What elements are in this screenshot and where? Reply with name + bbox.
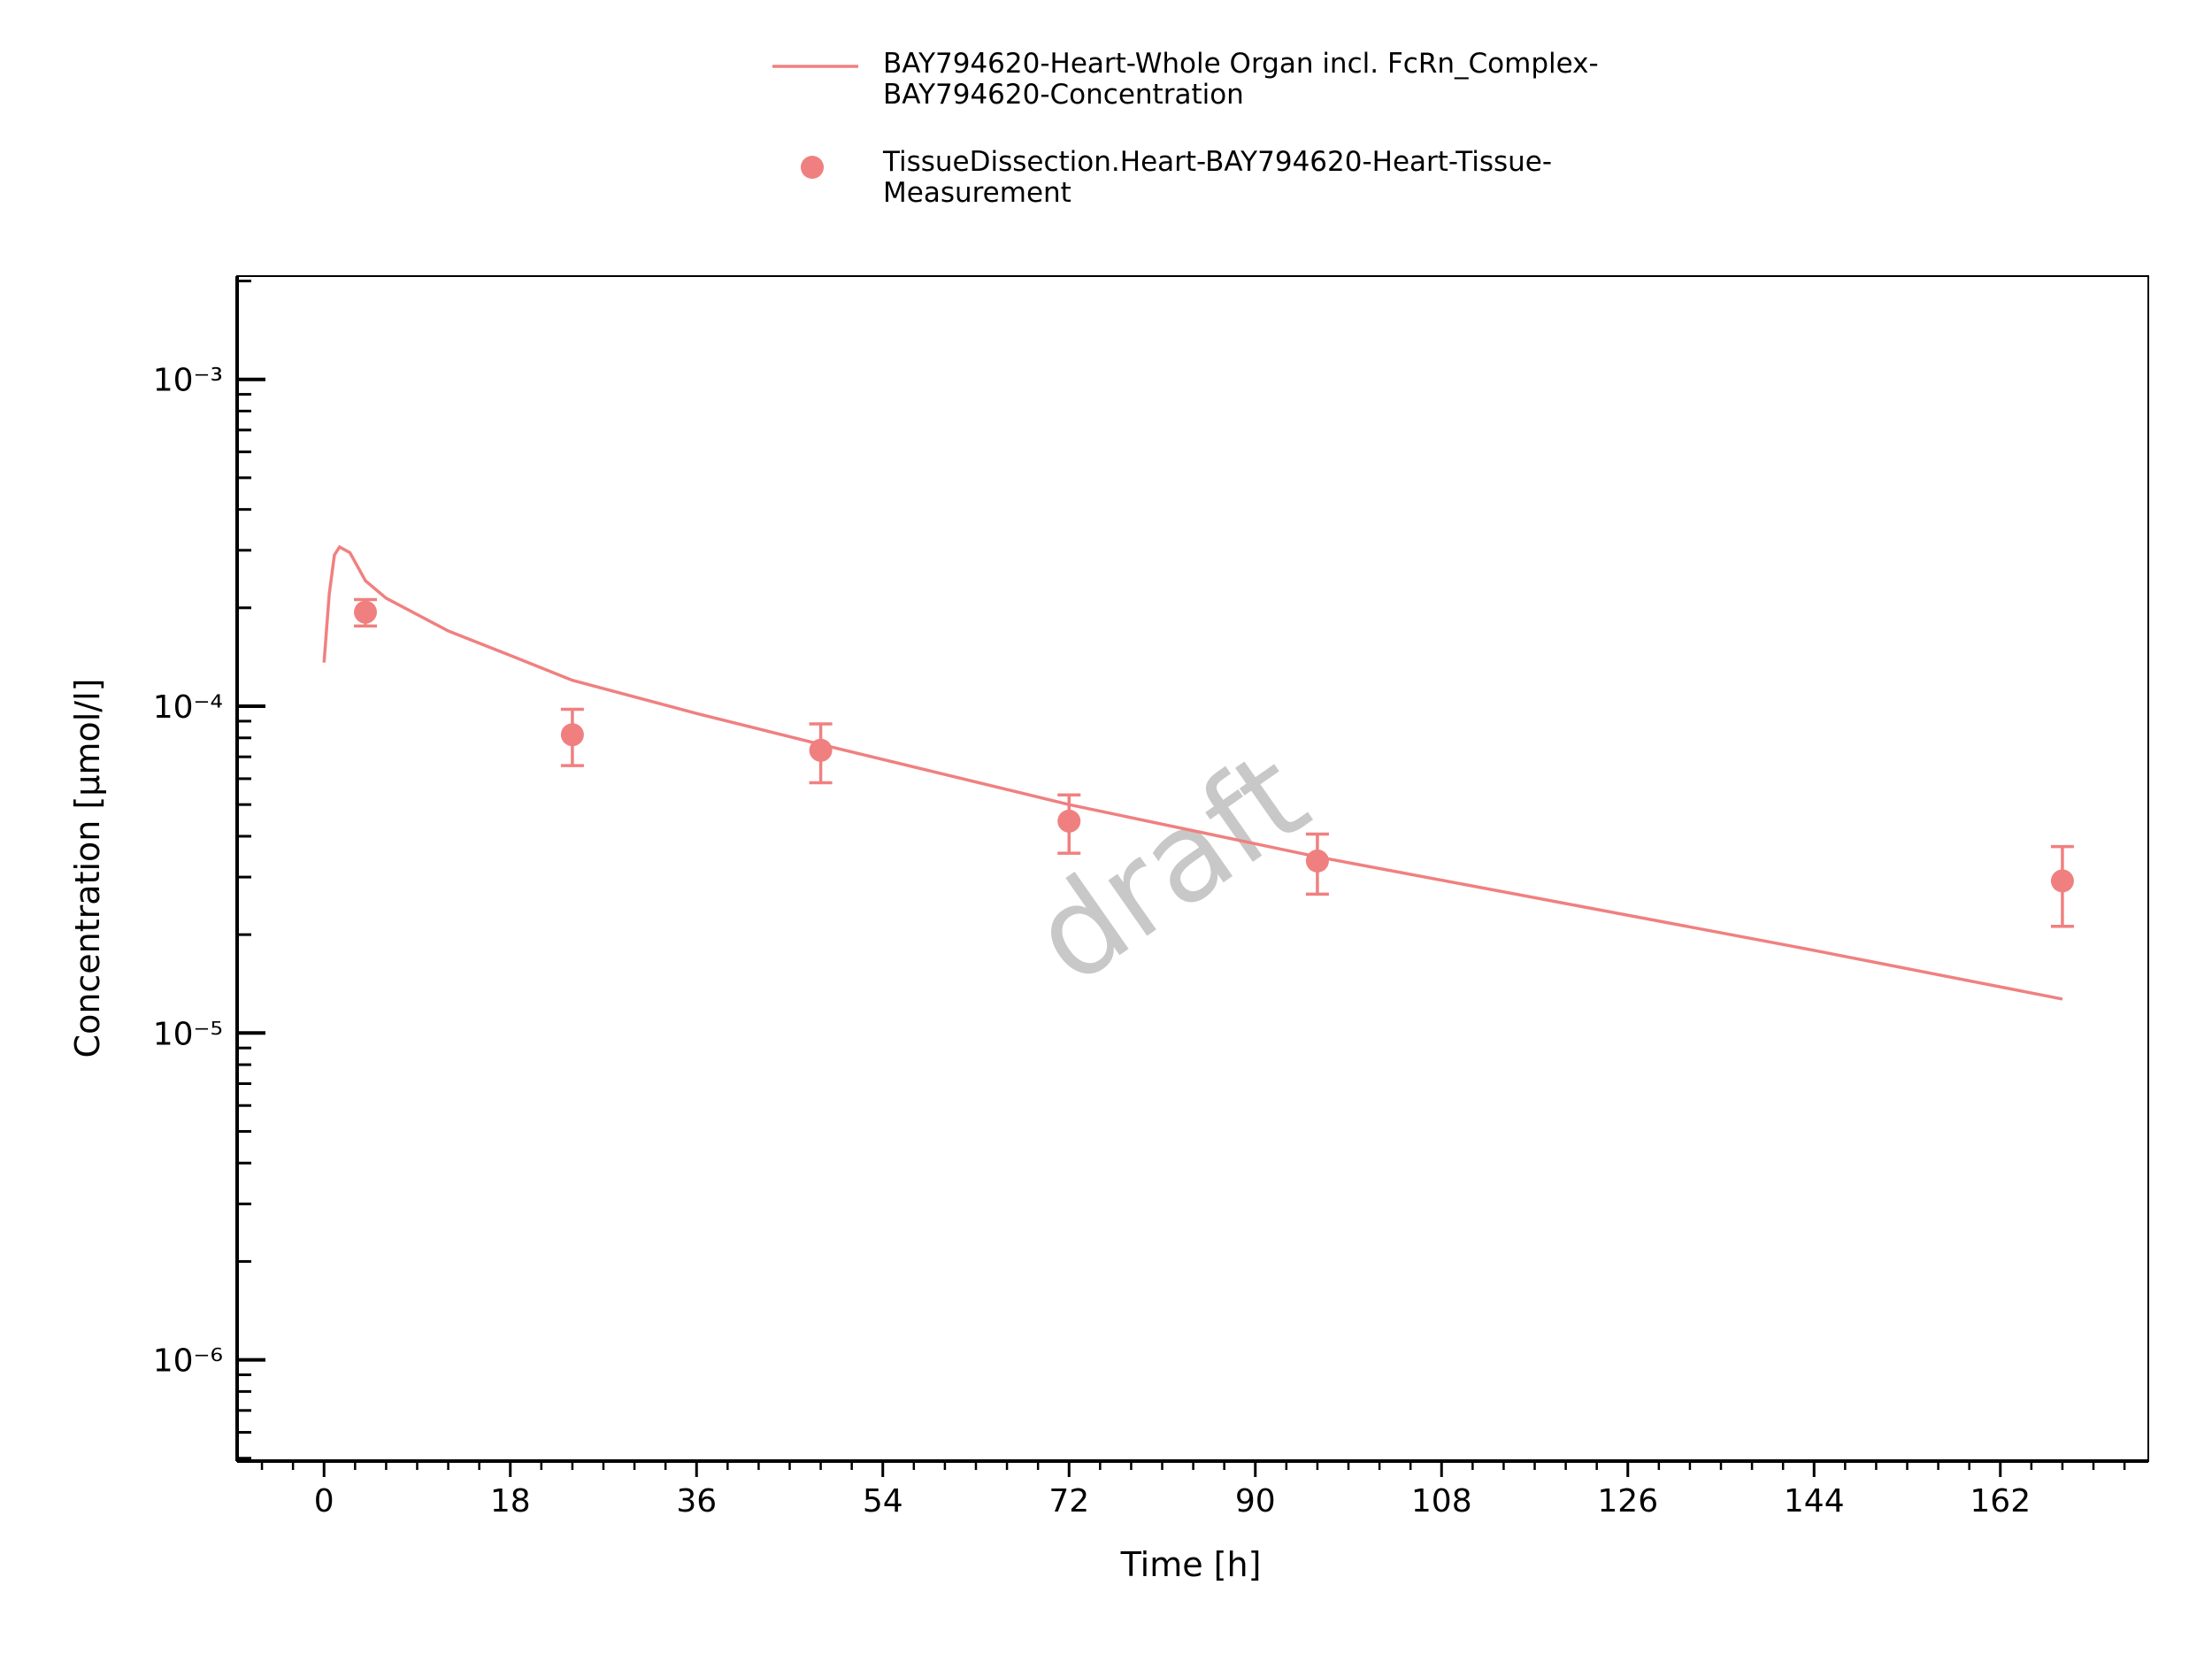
marker (354, 600, 378, 624)
y-tick-label: 10⁻⁶ (153, 1343, 223, 1380)
x-tick-label: 108 (1411, 1483, 1472, 1519)
marker (1057, 809, 1081, 833)
x-tick-label: 90 (1235, 1483, 1276, 1519)
y-tick-label: 10⁻⁴ (153, 689, 223, 726)
x-tick-label: 54 (863, 1483, 903, 1519)
x-tick-label: 72 (1048, 1483, 1089, 1519)
legend-marker (801, 156, 824, 179)
legend-label: BAY794620-Heart-Whole Organ incl. FcRn_C… (883, 48, 1599, 111)
marker (809, 738, 833, 762)
y-tick-label: 10⁻³ (153, 363, 223, 399)
x-tick-label: 162 (1970, 1483, 2031, 1519)
x-axis-label: Time [h] (1120, 1545, 1262, 1584)
marker (560, 723, 584, 747)
x-tick-label: 144 (1784, 1483, 1845, 1519)
y-axis-label: Concentration [µmol/l] (68, 679, 107, 1058)
watermark: draft (1008, 725, 1333, 1012)
x-tick-label: 36 (676, 1483, 717, 1519)
x-tick-label: 18 (490, 1483, 531, 1519)
legend-label: TissueDissection.Heart-BAY794620-Heart-T… (883, 146, 1553, 209)
marker (2050, 869, 2074, 893)
y-tick-label: 10⁻⁵ (153, 1016, 223, 1052)
x-tick-label: 126 (1597, 1483, 1658, 1519)
line (322, 544, 2063, 1001)
marker (1305, 849, 1329, 873)
x-tick-label: 0 (314, 1483, 334, 1519)
